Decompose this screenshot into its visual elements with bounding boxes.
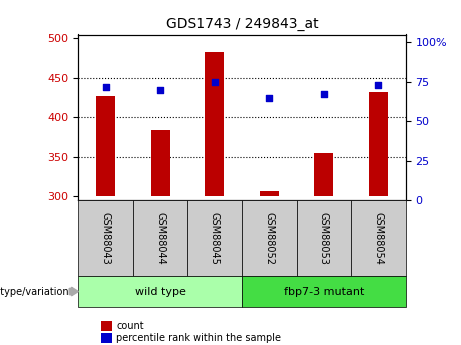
Text: fbp7-3 mutant: fbp7-3 mutant (284, 287, 364, 296)
Text: GSM88043: GSM88043 (100, 212, 111, 264)
Point (266, 95, 273, 100)
Bar (260, 191, 279, 196)
Bar (151, 130, 170, 196)
Text: wild type: wild type (135, 287, 186, 296)
Text: count: count (116, 321, 144, 331)
Text: GSM88052: GSM88052 (264, 211, 274, 265)
Text: GSM88053: GSM88053 (319, 211, 329, 265)
Point (320, 92, 327, 97)
Point (375, 82, 382, 88)
Bar (314, 153, 333, 196)
Bar (96, 96, 115, 196)
Text: percentile rank within the sample: percentile rank within the sample (116, 333, 281, 343)
Point (157, 87, 164, 92)
Bar (369, 92, 388, 196)
Text: genotype/variation: genotype/variation (0, 287, 69, 296)
Text: GSM88045: GSM88045 (210, 211, 220, 265)
Text: GSM88054: GSM88054 (373, 211, 384, 265)
Text: GSM88044: GSM88044 (155, 212, 165, 264)
Title: GDS1743 / 249843_at: GDS1743 / 249843_at (165, 17, 319, 31)
Bar (205, 52, 225, 196)
Point (211, 79, 219, 85)
Point (102, 84, 109, 89)
